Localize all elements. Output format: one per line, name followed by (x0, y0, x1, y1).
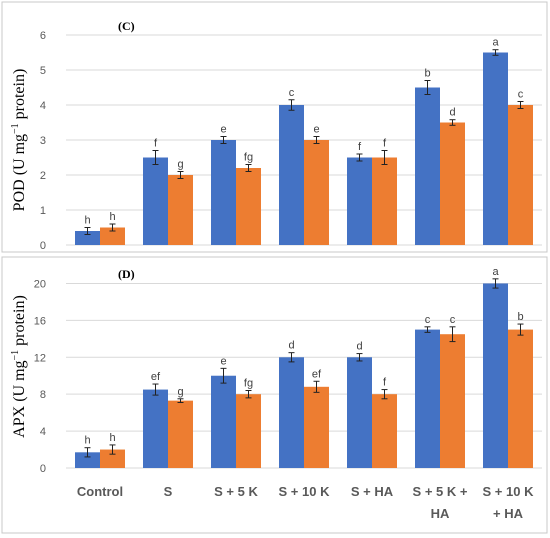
y-axis-title-tail: protein) (11, 69, 28, 124)
y-tick-label: 4 (40, 426, 46, 438)
x-category-label: Control (77, 484, 123, 499)
significance-letter: c (289, 87, 295, 99)
significance-letter: d (288, 340, 294, 352)
significance-letter: e (220, 355, 226, 367)
significance-letter: g (177, 386, 183, 398)
bar-s2-1 (168, 400, 193, 468)
x-category-label: S (164, 484, 173, 499)
panel-apx: 0 4 8 12 16 20 (D) APX (U mg−1 protein) h ef e d d c a… (1, 256, 548, 534)
significance-letter: a (492, 37, 499, 49)
significance-letter: h (84, 215, 90, 227)
y-tick-label: 0 (40, 463, 46, 475)
bar-s1-2 (211, 140, 236, 245)
bar-s1-6 (483, 283, 508, 468)
bar-s1-1 (143, 389, 168, 468)
y-axis-title-main: POD (U mg (11, 134, 28, 211)
bar-s1-0 (75, 452, 100, 468)
bar-s2-5 (440, 122, 465, 245)
significance-letter: g (177, 159, 183, 171)
significance-letter: ef (151, 371, 161, 383)
bar-s1-3 (279, 105, 304, 245)
significance-letter: f (154, 138, 158, 150)
panel-title: (C) (118, 19, 135, 33)
significance-letter: h (109, 432, 115, 444)
y-tick-label: 5 (40, 65, 46, 77)
y-tick-label: 8 (40, 389, 46, 401)
bar-s2-2 (236, 394, 261, 468)
y-tick-label: 12 (34, 352, 46, 364)
bar-s1-3 (279, 357, 304, 468)
y-tick-label: 4 (40, 100, 46, 112)
x-category-label: + HA (493, 506, 524, 521)
y-tick-label: 20 (34, 278, 46, 290)
significance-letter: fg (244, 152, 253, 164)
y-tick-label: 2 (40, 170, 46, 182)
significance-letter: b (424, 68, 430, 80)
y-axis-title-main: APX (U mg (11, 360, 28, 437)
significance-letter: b (517, 311, 523, 323)
significance-letter: h (109, 211, 115, 223)
bar-s2-6 (508, 329, 533, 468)
y-tick-label: 3 (40, 135, 46, 147)
significance-letter: ef (312, 368, 322, 380)
significance-letter: e (313, 124, 319, 136)
bar-s2-5 (440, 334, 465, 468)
bar-s1-0 (75, 231, 100, 245)
bar-s2-3 (304, 140, 329, 245)
y-axis-title: POD (U mg−1 protein) (10, 69, 28, 212)
bar-s1-4 (347, 157, 372, 245)
bar-s2-3 (304, 386, 329, 468)
bar-s1-2 (211, 375, 236, 468)
y-axis-title-tail: protein) (11, 295, 28, 350)
panel-title: (D) (118, 267, 135, 281)
significance-letter: f (358, 141, 362, 153)
x-category-label: HA (431, 506, 450, 521)
significance-letter: c (450, 314, 456, 326)
y-tick-label: 0 (40, 240, 46, 252)
significance-letter: h (84, 435, 90, 447)
significance-letter: f (383, 138, 387, 150)
bar-s2-4 (372, 394, 397, 468)
bar-s1-5 (415, 329, 440, 468)
bar-s2-2 (236, 168, 261, 245)
significance-letter: d (356, 341, 362, 353)
bar-s2-4 (372, 157, 397, 245)
y-tick-label: 6 (40, 30, 46, 42)
y-axis-title: APX (U mg−1 protein) (10, 295, 28, 438)
panel-pod: 0 1 2 3 4 5 6 (C) POD (U mg−1 protein) h f e c f b a h g f… (1, 1, 548, 253)
bar-s2-0 (100, 449, 125, 468)
y-axis-title-exponent: −1 (10, 123, 21, 134)
significance-letter: d (449, 107, 455, 119)
bar-s1-4 (347, 357, 372, 468)
bar-s2-1 (168, 175, 193, 245)
significance-letter: c (425, 314, 431, 326)
bar-s1-5 (415, 87, 440, 245)
bar-s1-1 (143, 157, 168, 245)
bar-s2-6 (508, 105, 533, 245)
x-category-label: S + 10 K (279, 484, 331, 499)
y-axis-title-exponent: −1 (10, 350, 21, 361)
x-category-label: S + HA (351, 484, 394, 499)
significance-letter: c (518, 89, 524, 101)
bar-s2-0 (100, 227, 125, 245)
y-tick-label: 16 (34, 315, 46, 327)
x-category-label: S + 5 K + (413, 484, 468, 499)
significance-letter: fg (244, 377, 253, 389)
y-tick-label: 1 (40, 205, 46, 217)
significance-letter: f (383, 377, 387, 389)
bar-s1-6 (483, 52, 508, 245)
significance-letter: e (220, 124, 226, 136)
x-category-label: S + 10 K (483, 484, 535, 499)
x-category-label: S + 5 K (214, 484, 258, 499)
significance-letter: a (492, 266, 499, 278)
